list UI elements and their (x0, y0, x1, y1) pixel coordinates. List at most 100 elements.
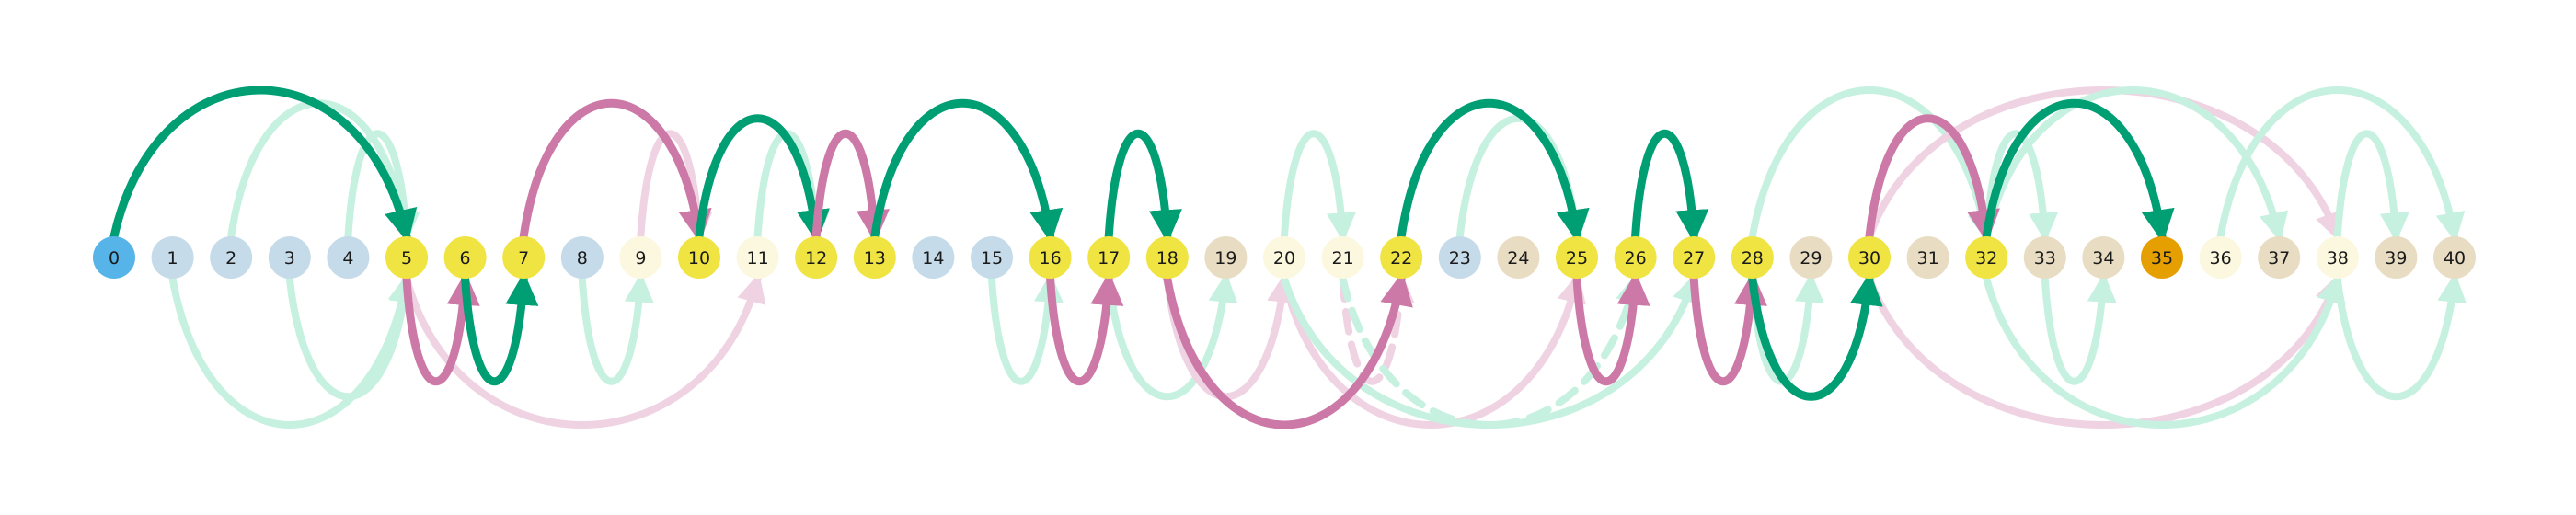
faded-edges-layer (168, 86, 2467, 429)
faded-edge-20-to-27 (1281, 272, 1701, 429)
node-circle-17 (1087, 236, 1131, 279)
node-circle-4 (327, 236, 370, 279)
node-6: 6 (443, 236, 487, 279)
node-10: 10 (678, 236, 720, 279)
node-29: 29 (1789, 236, 1833, 279)
faded-edge-20-to-21 (1281, 130, 1356, 243)
node-circle-3 (268, 236, 311, 279)
node-circle-20 (1263, 236, 1305, 279)
node-5: 5 (385, 236, 428, 279)
faded-edge-32-to-33 (1983, 130, 2059, 243)
path-edge-10-to-12 (695, 114, 830, 244)
path-edge-6-to-7 (461, 271, 539, 385)
node-label-28: 28 (1742, 248, 1764, 269)
faded-edge-32-to-37 (1983, 86, 2289, 243)
node-circle-40 (2433, 236, 2476, 279)
node-circle-0 (93, 236, 135, 279)
node-label-13: 13 (864, 248, 886, 269)
faded-edge-8-to-9 (578, 272, 654, 385)
node-label-0: 0 (109, 248, 120, 269)
node-11: 11 (736, 236, 779, 279)
node-label-22: 22 (1390, 248, 1412, 269)
node-circle-18 (1145, 236, 1189, 279)
node-circle-26 (1614, 236, 1657, 279)
node-7: 7 (502, 236, 546, 279)
node-19: 19 (1204, 236, 1248, 279)
node-13: 13 (853, 236, 896, 279)
node-17: 17 (1087, 236, 1131, 279)
node-18: 18 (1145, 236, 1189, 279)
node-label-8: 8 (577, 248, 588, 269)
node-circle-19 (1204, 236, 1248, 279)
node-circle-21 (1321, 236, 1364, 279)
node-15: 15 (971, 236, 1013, 279)
node-circle-25 (1556, 236, 1598, 279)
path-edge-27-to-28 (1689, 271, 1767, 385)
node-label-40: 40 (2444, 248, 2466, 269)
nodes-layer: 0 1 2 3 4 5 6 7 8 9 10 11 12 13 14 15 16 17 18 19 20 21 22 23 24… (93, 236, 2476, 279)
node-circle-38 (2316, 236, 2359, 279)
node-3: 3 (268, 236, 311, 279)
node-21: 21 (1321, 236, 1364, 279)
node-label-16: 16 (1040, 248, 1062, 269)
node-circle-31 (1906, 236, 1949, 279)
node-label-2: 2 (225, 248, 236, 269)
node-label-10: 10 (688, 248, 710, 269)
node-circle-37 (2258, 236, 2301, 279)
path-edge-22-to-25 (1397, 99, 1590, 244)
path-edge-25-to-26 (1572, 271, 1650, 385)
path-edge-5-to-6 (402, 271, 480, 385)
node-label-29: 29 (1800, 248, 1822, 269)
faded-edge-1-to-5 (168, 272, 418, 429)
node-circle-33 (2023, 236, 2066, 279)
node-label-32: 32 (1975, 248, 1997, 269)
path-edges-layer (109, 86, 2175, 429)
faded-edge-30-to-38 (1866, 272, 2344, 429)
node-circle-28 (1731, 236, 1774, 279)
node-8: 8 (560, 236, 604, 279)
node-label-5: 5 (401, 248, 412, 269)
path-edge-16-to-17 (1046, 271, 1124, 385)
node-label-9: 9 (635, 248, 646, 269)
node-label-1: 1 (167, 248, 178, 269)
node-circle-9 (619, 236, 662, 279)
path-edge-12-to-13 (811, 130, 890, 244)
node-20: 20 (1263, 236, 1305, 279)
faded-edge-33-to-34 (2041, 272, 2117, 385)
node-24: 24 (1497, 236, 1540, 279)
node-30: 30 (1848, 236, 1891, 279)
node-label-18: 18 (1156, 248, 1179, 269)
path-edge-7-to-10 (519, 99, 712, 244)
faded-edge-36-to-40 (2216, 86, 2466, 243)
node-40: 40 (2433, 236, 2476, 279)
node-circle-11 (736, 236, 779, 279)
node-circle-6 (443, 236, 487, 279)
node-label-12: 12 (805, 248, 827, 269)
node-circle-23 (1438, 236, 1481, 279)
node-label-34: 34 (2092, 248, 2114, 269)
node-label-24: 24 (1507, 248, 1529, 269)
node-circle-22 (1380, 236, 1423, 279)
node-33: 33 (2023, 236, 2066, 279)
node-label-33: 33 (2034, 248, 2056, 269)
node-label-20: 20 (1273, 248, 1295, 269)
node-label-26: 26 (1625, 248, 1647, 269)
node-circle-29 (1789, 236, 1833, 279)
node-label-21: 21 (1332, 248, 1354, 269)
node-label-35: 35 (2151, 248, 2173, 269)
node-32: 32 (1965, 236, 2008, 279)
node-circle-5 (385, 236, 428, 279)
faded-edge-21-to-26 (1339, 272, 1645, 429)
node-label-3: 3 (284, 248, 295, 269)
node-22: 22 (1380, 236, 1423, 279)
node-circle-30 (1848, 236, 1891, 279)
node-label-30: 30 (1858, 248, 1880, 269)
node-0: 0 (93, 236, 135, 279)
node-circle-16 (1029, 236, 1072, 279)
node-circle-7 (502, 236, 546, 279)
node-37: 37 (2258, 236, 2301, 279)
node-circle-14 (912, 236, 955, 279)
faded-edge-21-to-22 (1339, 272, 1415, 385)
node-label-31: 31 (1917, 248, 1939, 269)
node-label-6: 6 (460, 248, 471, 269)
